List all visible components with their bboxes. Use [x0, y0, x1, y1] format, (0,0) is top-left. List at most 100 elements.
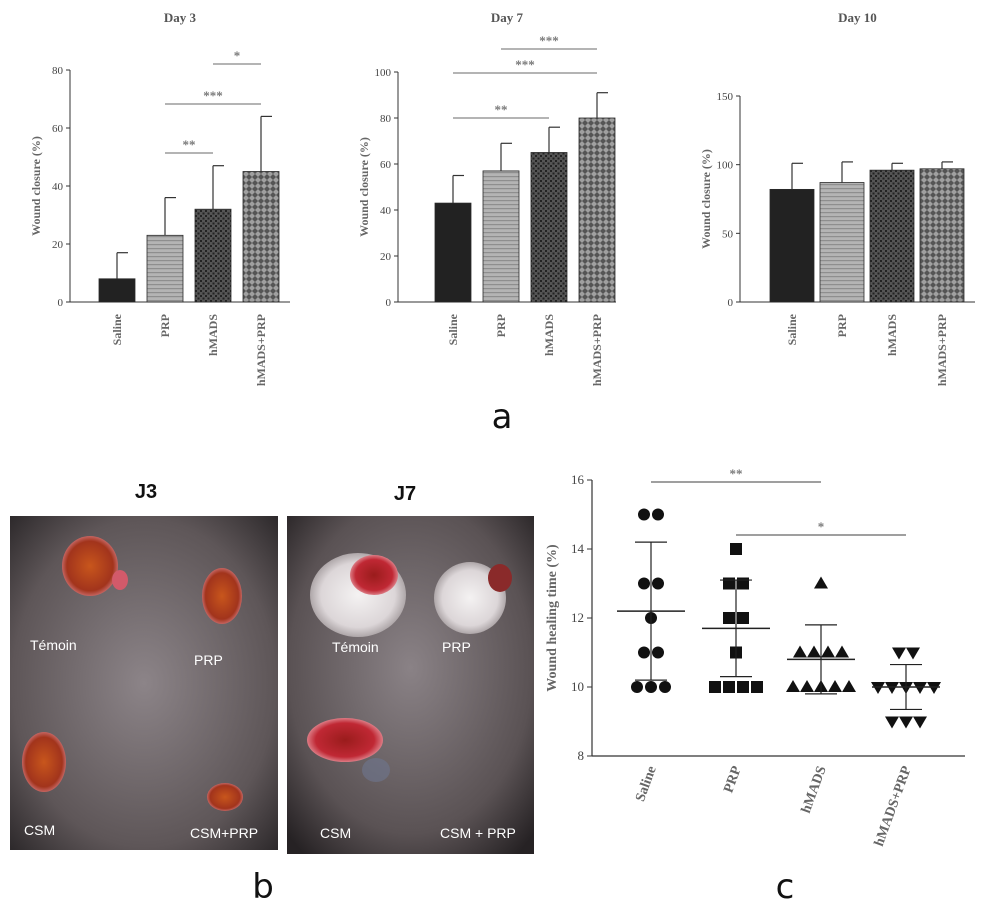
photo-j3-label-temoin: Témoin [30, 637, 77, 653]
data-point-hmads-prp [899, 716, 913, 729]
data-point-hmads-prp [906, 647, 920, 660]
category-label-hmads: hMADS [206, 314, 220, 356]
y-tick-label: 12 [571, 610, 584, 625]
significance-label: *** [203, 88, 223, 103]
data-point-hmads [807, 645, 821, 658]
photo-j7-label-prp: PRP [442, 639, 471, 655]
data-point-hmads [842, 680, 856, 692]
category-label-prp: PRP [494, 314, 508, 337]
bar-prp [482, 170, 520, 303]
data-point-saline [631, 681, 643, 693]
chart-title: Day 3 [164, 10, 197, 25]
chart-title: Day 10 [838, 10, 877, 25]
scar-j7-prp [434, 562, 506, 634]
category-label-hmads-prp: hMADS+PRP [254, 314, 268, 386]
y-tick-label: 60 [52, 123, 64, 135]
y-tick-label: 20 [52, 239, 64, 251]
data-point-hmads-prp [892, 647, 906, 660]
y-tick-label: 150 [717, 91, 734, 103]
y-tick-label: 80 [380, 113, 392, 125]
y-tick-label: 0 [386, 297, 392, 309]
significance-label: ** [183, 137, 196, 152]
y-tick-label: 60 [380, 159, 392, 171]
y-tick-label: 80 [52, 65, 64, 77]
wound-j7-prp [488, 564, 512, 592]
data-point-prp [737, 681, 749, 693]
y-tick-label: 50 [722, 228, 734, 240]
category-label-saline: Saline [785, 313, 799, 345]
category-label-hmads-prp: hMADS+PRP [590, 314, 604, 386]
wound-j7-temoin [350, 555, 398, 595]
wound-j7-csm [307, 718, 383, 762]
data-point-saline [652, 577, 664, 590]
panel-label-c: c [776, 867, 795, 907]
bar-saline [434, 202, 472, 303]
significance-label: ** [495, 102, 508, 117]
data-point-prp [723, 681, 735, 693]
chart-day7: Day 7 0 20 40 60 80 100 Wound closure (%) Saline… [357, 10, 616, 386]
significance-label: *** [539, 33, 559, 48]
data-point-hmads-prp [913, 716, 927, 729]
data-point-hmads [793, 645, 807, 658]
chart-healing-time: 8 10 12 14 16 Wound healing time (%) Saline PRP… [545, 466, 965, 848]
data-point-hmads-prp [927, 682, 941, 694]
category-label-hmads-prp: hMADS+PRP [935, 314, 949, 386]
wound-j3-prp [202, 568, 242, 624]
photo-j3: J3 Témoin PRP CSM CSM+PRP [10, 481, 278, 850]
photo-j7-label-temoin: Témoin [332, 639, 379, 655]
chart-day10: Day 10 0 50 100 150 Wound closure (%) Saline PR… [699, 10, 975, 386]
data-point-saline [645, 681, 657, 693]
wound-j3-csm [22, 732, 66, 792]
y-axis-label: Wound closure (%) [357, 137, 371, 237]
category-label-prp: PRP [721, 764, 745, 795]
data-point-prp [730, 543, 742, 555]
chart-day3: Day 3 0 20 40 60 80 Wound closure (%) Saline PRP… [29, 10, 290, 386]
category-label-prp: PRP [158, 314, 172, 337]
y-tick-label: 14 [571, 541, 585, 556]
y-axis-label: Wound closure (%) [699, 149, 713, 249]
bar-saline [98, 278, 136, 303]
data-point-prp [737, 577, 749, 590]
data-point-prp [751, 681, 763, 693]
photo-title-j3: J3 [135, 481, 157, 503]
data-point-saline [652, 646, 664, 659]
wound-j3-csm-prp [207, 783, 243, 811]
wound-j3-temoin [62, 536, 118, 596]
photo-j3-label-prp: PRP [194, 652, 223, 668]
y-axis-label: Wound healing time (%) [545, 544, 560, 692]
y-tick-label: 16 [571, 472, 585, 487]
category-label-hmads: hMADS [542, 314, 556, 356]
data-point-hmads [835, 645, 849, 658]
significance-label: ** [730, 466, 743, 481]
y-tick-label: 10 [571, 679, 584, 694]
significance-label: * [234, 48, 241, 63]
data-point-saline [659, 681, 671, 693]
category-label-saline: Saline [633, 764, 660, 804]
data-point-hmads [821, 645, 835, 658]
data-point-hmads [786, 680, 800, 692]
data-point-saline [638, 508, 650, 521]
wound-j3-small [112, 570, 128, 590]
significance-label: * [818, 519, 825, 534]
data-point-saline [652, 508, 664, 521]
data-point-hmads-prp [885, 716, 899, 729]
bar-hmads [530, 152, 568, 303]
category-label-hmads: hMADS [799, 764, 830, 815]
photo-j3-label-csm: CSM [24, 822, 55, 838]
data-point-prp [723, 612, 735, 624]
significance-label: *** [515, 57, 535, 72]
category-label-saline: Saline [110, 313, 124, 345]
bar-hmads-prp [242, 171, 280, 303]
data-point-hmads [814, 576, 828, 589]
chart-title: Day 7 [491, 10, 524, 25]
y-tick-label: 20 [380, 251, 392, 263]
y-tick-label: 8 [578, 748, 585, 763]
bar-prp [819, 182, 865, 303]
data-point-prp [737, 612, 749, 624]
bar-hmads [869, 169, 915, 303]
data-point-hmads-prp [871, 682, 885, 694]
photo-j7: J7 Témoin PRP CSM CSM + PRP [287, 483, 534, 854]
data-point-hmads [828, 680, 842, 692]
data-point-saline [638, 646, 650, 659]
